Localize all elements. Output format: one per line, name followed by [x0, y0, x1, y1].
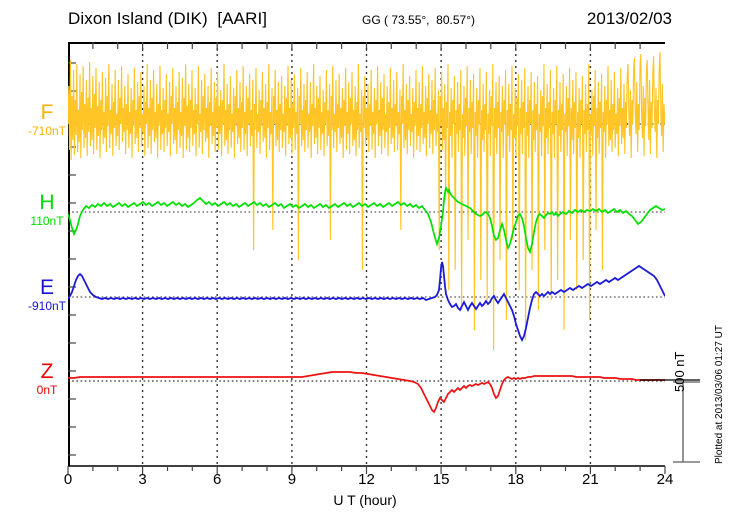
xtick-label-0: 0: [63, 471, 73, 488]
xtick-label-18: 18: [507, 471, 525, 488]
component-baseline-h: 110nT: [30, 214, 64, 229]
plotted-at-text: Plotted at 2013/03/06 01:27 UT: [714, 325, 725, 464]
xtick-label-24: 24: [656, 471, 674, 488]
plot-frame: [68, 42, 665, 466]
geographic-coordinates: GG ( 73.55°, 80.57°): [362, 13, 475, 27]
page-title: Dixon Island (DIK) [AARI]: [68, 9, 268, 28]
observation-date: 2013/02/03: [586, 9, 672, 28]
scale-bar: [673, 381, 700, 463]
xtick-label-9: 9: [287, 471, 297, 488]
component-symbol-f: F: [40, 101, 54, 124]
component-symbol-e: E: [39, 276, 54, 299]
component-label-f: F -710nT: [16, 101, 78, 139]
component-label-h: H 110nT: [16, 191, 78, 229]
component-baseline-f: -710nT: [27, 124, 67, 139]
component-baseline-z: 0nT: [36, 383, 58, 398]
xtick-label-15: 15: [432, 471, 450, 488]
component-symbol-z: Z: [40, 360, 54, 383]
xaxis-title: U T (hour): [333, 492, 397, 508]
xtick-label-12: 12: [358, 471, 375, 488]
component-baseline-e: -910nT: [27, 299, 67, 314]
xtick-label-6: 6: [213, 471, 222, 488]
component-label-e: E -910nT: [16, 276, 78, 314]
component-label-z: Z 0nT: [16, 360, 78, 398]
scale-bar-label: 500 nT: [672, 351, 687, 392]
xtick-label-21: 21: [582, 471, 599, 488]
component-symbol-h: H: [39, 191, 55, 214]
xtick-label-3: 3: [138, 471, 147, 488]
